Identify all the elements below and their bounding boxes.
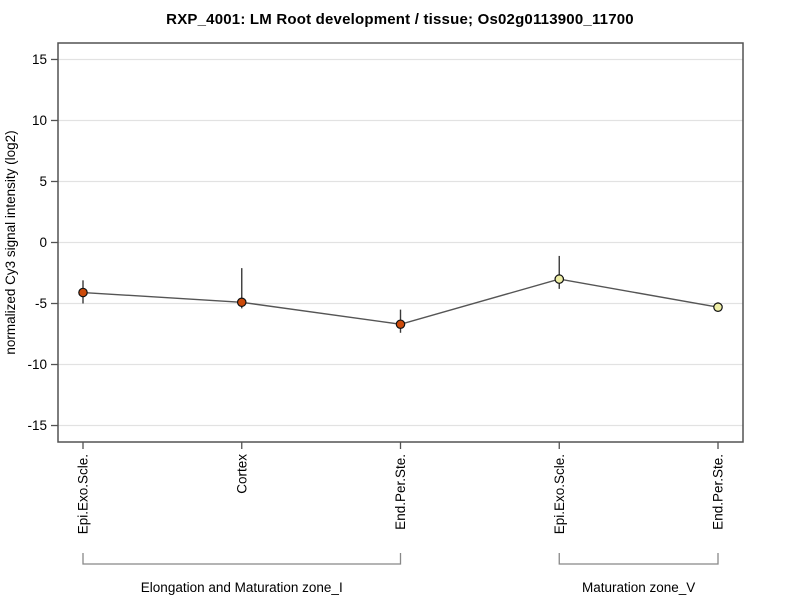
group-bracket xyxy=(558,553,719,565)
data-point xyxy=(236,297,247,308)
group-label: Elongation and Maturation zone_I xyxy=(141,580,343,595)
y-tick-label: -10 xyxy=(27,357,47,372)
x-tick-label: Epi.Exo.Scle. xyxy=(76,454,91,534)
data-point xyxy=(554,274,565,284)
chart-title: RXP_4001: LM Root development / tissue; … xyxy=(166,11,634,28)
data-point xyxy=(78,287,88,298)
y-tick-label: -5 xyxy=(35,296,47,311)
x-tick-label: Epi.Exo.Scle. xyxy=(552,454,567,534)
x-tick-label: Cortex xyxy=(234,454,249,494)
group-bracket xyxy=(82,553,402,565)
x-tick-label: End.Per.Ste. xyxy=(711,454,726,530)
y-tick-label: -15 xyxy=(27,418,47,433)
x-tick-label: End.Per.Ste. xyxy=(393,454,408,530)
group-label: Maturation zone_V xyxy=(582,580,695,595)
data-point xyxy=(713,302,723,312)
y-tick-label: 5 xyxy=(39,174,47,189)
y-tick-label: 0 xyxy=(39,235,47,250)
y-axis-title: normalized Cy3 signal intensity (log2) xyxy=(3,130,18,354)
data-point xyxy=(395,319,406,330)
y-tick-label: 15 xyxy=(32,52,47,67)
y-tick-label: 10 xyxy=(32,113,47,128)
